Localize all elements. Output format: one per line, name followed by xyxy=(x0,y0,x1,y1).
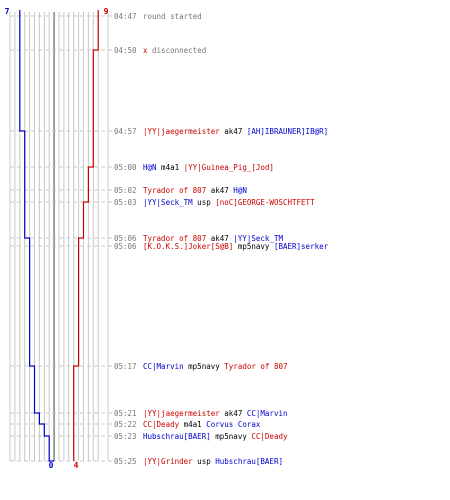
event-part: ak47 xyxy=(206,234,229,243)
event-text: round started xyxy=(143,12,202,21)
event-part: ak47 xyxy=(220,409,243,418)
event-text: |YY|jaegermeister ak47 [AH]IBRAUNER]IB@R… xyxy=(143,127,328,136)
event-time: 05:25 xyxy=(114,457,137,466)
event-part: m4a1 xyxy=(179,420,202,429)
blue-start-count: 7 xyxy=(5,7,10,16)
event-time: 05:17 xyxy=(114,362,137,371)
event-part: [AH]IBRAUNER]IB@R] xyxy=(242,127,328,136)
event-part: Hubschrau[BAER] xyxy=(143,432,211,441)
event-part: usp xyxy=(193,457,212,466)
event-part: Tyrador of 807 xyxy=(220,362,288,371)
event-text: CC|Marvin mp5navy Tyrador of 807 xyxy=(143,362,288,371)
red-start-count: 9 xyxy=(104,7,109,16)
event-part: |YY|Guinea_Pig_[Jod] xyxy=(179,163,274,172)
event-time: 05:03 xyxy=(114,198,137,207)
event-text: x disconnected xyxy=(143,46,206,55)
event-part: |YY|Grinder xyxy=(143,457,193,466)
event-part: m4a1 xyxy=(157,163,180,172)
event-part: H@N xyxy=(229,186,247,195)
event-time: 04:50 xyxy=(114,46,137,55)
event-part: round started xyxy=(143,12,202,21)
event-part: CC|Deady xyxy=(247,432,288,441)
event-part: Tyrador of 807 xyxy=(143,234,206,243)
event-part: CC|Deady xyxy=(143,420,180,429)
event-text: |YY|jaegermeister ak47 CC|Marvin xyxy=(143,409,288,418)
event-text: Hubschrau[BAER] mp5navy CC|Deady xyxy=(143,432,288,441)
event-text: |YY|Seck_TM usp [noC]GEORGE-WOSCHTFETT xyxy=(143,198,315,207)
event-part: CC|Marvin xyxy=(143,362,184,371)
event-part: mp5navy xyxy=(211,432,248,441)
series-lines xyxy=(19,10,99,462)
event-part: [noC]GEORGE-WOSCHTFETT xyxy=(211,198,315,207)
series-line-red xyxy=(73,10,99,461)
event-part: usp xyxy=(193,198,212,207)
event-time: 05:06 xyxy=(114,242,137,251)
event-part: CC|Marvin xyxy=(242,409,287,418)
event-text: CC|Deady m4a1 Corvus Corax xyxy=(143,420,261,429)
event-part: x xyxy=(143,46,148,55)
event-part: H@N xyxy=(143,163,157,172)
event-part: [BAER]serker xyxy=(269,242,328,251)
event-part: Corvus Corax xyxy=(202,420,261,429)
event-text: Tyrador of 807 ak47 H@N xyxy=(143,186,247,195)
event-text: |YY|Grinder usp Hubschrau[BAER] xyxy=(143,457,283,466)
event-part: mp5navy xyxy=(184,362,221,371)
event-time: 05:00 xyxy=(114,163,137,172)
event-time: 05:02 xyxy=(114,186,137,195)
count-labels: 7 9 0 4 xyxy=(5,7,109,470)
event-text: Tyrador of 807 ak47 |YY|Seck_TM xyxy=(143,234,283,243)
event-part: |YY|jaegermeister xyxy=(143,409,220,418)
event-part: |YY|Seck_TM xyxy=(143,198,193,207)
event-text: H@N m4a1 |YY|Guinea_Pig_[Jod] xyxy=(143,163,274,172)
blue-end-count: 0 xyxy=(49,461,54,470)
event-part: Hubschrau[BAER] xyxy=(211,457,283,466)
event-time: 04:57 xyxy=(114,127,137,136)
event-time: 05:22 xyxy=(114,420,137,429)
event-part: disconnected xyxy=(148,46,207,55)
event-time: 05:23 xyxy=(114,432,137,441)
event-part: |YY|Seck_TM xyxy=(229,234,284,243)
event-part: [K.O.K.S.]Joker[S@B] xyxy=(143,242,233,251)
series-line-blue xyxy=(19,10,55,462)
red-end-count: 4 xyxy=(74,461,79,470)
event-text: [K.O.K.S.]Joker[S@B] mp5navy [BAER]serke… xyxy=(143,242,329,251)
event-part: mp5navy xyxy=(233,242,270,251)
event-time: 04:47 xyxy=(114,12,137,21)
event-log: 04:47 round started 04:50 x disconnected 04:… xyxy=(114,12,329,466)
event-time: 05:06 xyxy=(114,234,137,243)
event-part: ak47 xyxy=(206,186,229,195)
event-part: Tyrador of 807 xyxy=(143,186,206,195)
event-time: 05:21 xyxy=(114,409,137,418)
event-part: ak47 xyxy=(220,127,243,136)
event-part: |YY|jaegermeister xyxy=(143,127,220,136)
